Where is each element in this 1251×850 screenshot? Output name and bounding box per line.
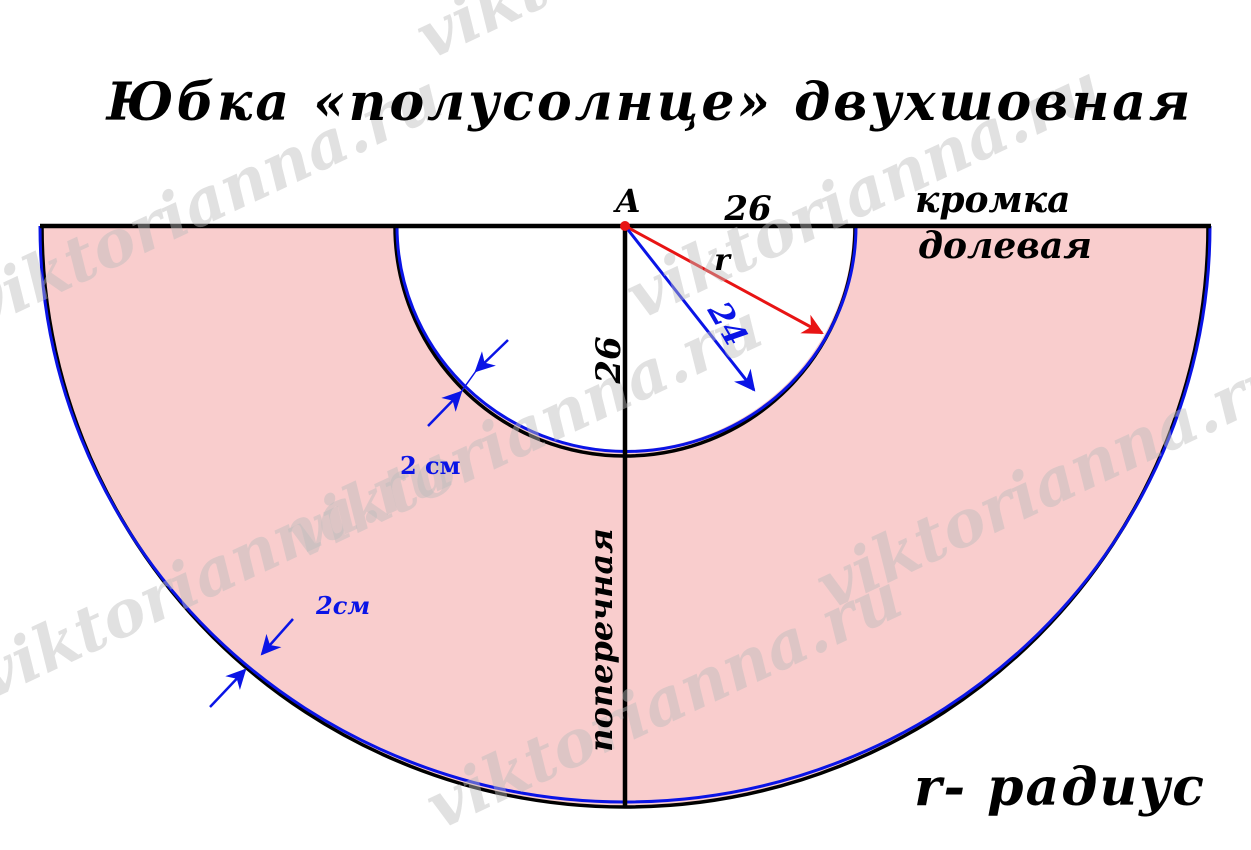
- inner-radius-arrow: [623, 225, 756, 392]
- cross-grain-label: поперечная: [582, 528, 620, 751]
- point-a-label: A: [613, 182, 641, 220]
- selvage-label-line2: долевая: [918, 225, 1092, 267]
- waist-allowance-arrow-inner: [427, 390, 463, 427]
- hem-allowance-arrow-inner: [209, 668, 247, 708]
- selvage-label-line1: кромка: [915, 179, 1070, 221]
- vertical-dimension-label: 26: [589, 336, 629, 384]
- point-a: [620, 221, 630, 231]
- radius-arrow: [624, 224, 824, 335]
- svg-text:viktorianna.ru: viktorianna.ru: [405, 0, 903, 75]
- title: Юбка «полусолнце» двухшовная: [105, 72, 1194, 133]
- waist-allowance-arrow-outer: [474, 339, 509, 373]
- hem-allowance-arrow-outer: [260, 618, 294, 656]
- waist-allowance-tick: [460, 370, 477, 393]
- radius-label: r: [714, 243, 732, 278]
- top-dimension-label: 26: [723, 189, 771, 229]
- legend-radius: r- радиус: [914, 757, 1206, 818]
- hem-allowance-label: 2см: [315, 591, 370, 620]
- waist-allowance-label: 2 см: [400, 451, 461, 480]
